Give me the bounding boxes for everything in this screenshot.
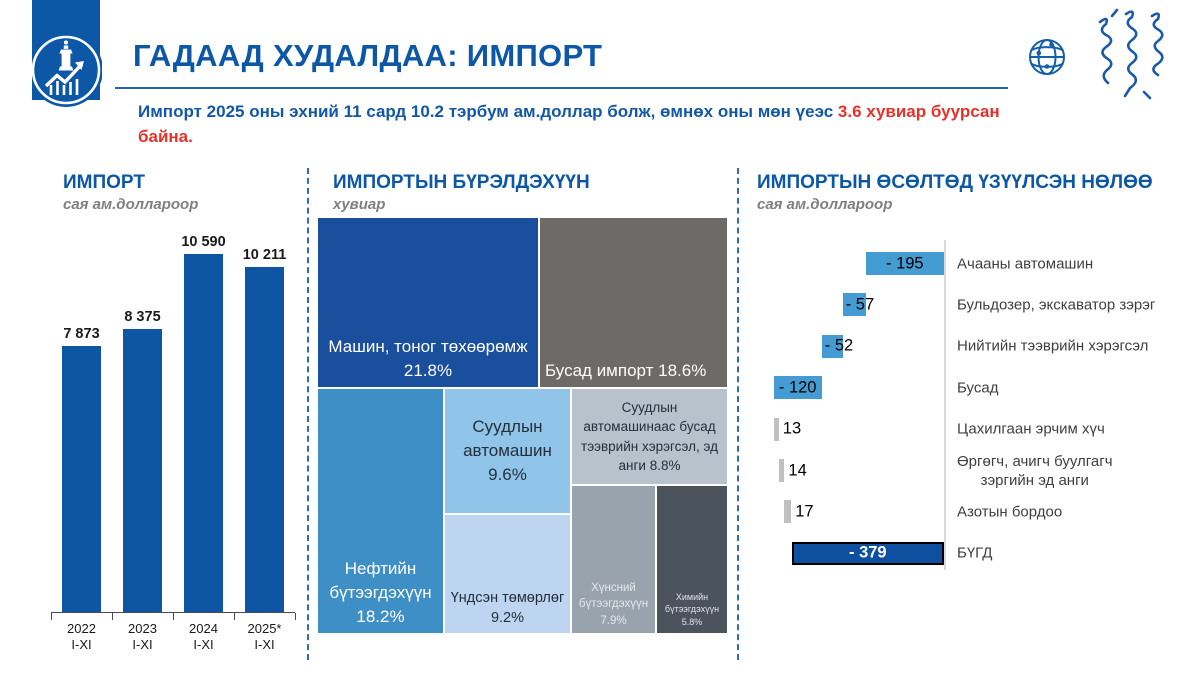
waterfall-value: - 120 <box>778 378 817 397</box>
bar <box>62 346 101 612</box>
waterfall-unit: сая ам.доллароор <box>757 196 893 213</box>
x-axis-label: 2024 I-XI <box>189 621 218 652</box>
treemap-cell-pct: 18.2% <box>356 606 405 626</box>
waterfall-value: - 52 <box>824 336 854 355</box>
treemap-cell-3: Нефтийн бүтээгдэхүүн 18.2% <box>318 389 443 633</box>
treemap-cell-1: Машин, тоног төхөөрөмж 21.8% <box>318 218 538 387</box>
treemap-cell-label: Нефтийн бүтээгдэхүүн <box>329 558 432 602</box>
waterfall-bar-2 <box>842 293 866 317</box>
bars-area: 7 873 8 375 10 590 10 211 <box>51 230 295 612</box>
bar-x-labels: 2022 I-XI 2023 I-XI 2024 I-XI 2025* I-XI <box>51 621 295 653</box>
bar-column-2022: 7 873 <box>51 326 112 612</box>
treemap-unit: хувиар <box>333 196 386 213</box>
bar-chart-unit: сая ам.доллароор <box>63 196 199 213</box>
axis-tick <box>173 613 174 620</box>
treemap-cell-label: Бусад импорт 18.6% <box>545 360 707 380</box>
treemap-title: ИМПОРТЫН БҮРЭЛДЭХҮҮН <box>333 172 590 193</box>
bar-value-label: 10 590 <box>181 234 226 250</box>
treemap-cell-pct: 5.8% <box>681 617 703 628</box>
bar <box>245 267 284 612</box>
waterfall-value: 13 <box>782 419 802 438</box>
waterfall-bar-8 <box>791 541 944 565</box>
panel-divider-right <box>737 168 739 660</box>
treemap-cell-4: Суудлын автомашин 9.6% <box>445 389 570 513</box>
waterfall-value: - 57 <box>845 295 875 314</box>
treemap-cell-pct: 21.8% <box>403 360 453 380</box>
page-title: ГАДААД ХУДАЛДАА: ИМПОРТ <box>133 38 603 73</box>
waterfall-bar-6 <box>778 459 785 482</box>
treemap-cell-label: Хүнсний бүтээгдэхүүн <box>578 582 649 611</box>
treemap-cell-6: Суудлын автомашинаас бусад тээврийн хэрэ… <box>572 389 727 484</box>
summary-text-highlight: 3.6 хувиар буурсан байна. <box>138 102 1000 146</box>
bar <box>184 254 223 612</box>
waterfall-label: БҮГД <box>957 544 993 562</box>
treemap-cell-8: Химийн бүтээгдэхүүн 5.8% <box>657 486 727 633</box>
globe-icon <box>1029 39 1065 75</box>
waterfall-bar-5 <box>773 417 779 441</box>
treemap-cell-label: Машин, тоног төхөөрөмж <box>328 336 528 356</box>
waterfall-value: - 379 <box>849 543 887 562</box>
waterfall-label: Цахилгаан эрчим хүч <box>957 420 1105 438</box>
waterfall-bar-3 <box>821 334 843 358</box>
panel-divider-left <box>307 168 309 660</box>
bar-x-axis <box>51 612 296 621</box>
import-composition-treemap: Машин, тоног төхөөрөмж 21.8% Бусад импорт … <box>318 218 727 633</box>
axis-tick <box>234 613 235 620</box>
bar-column-2023: 8 375 <box>112 309 173 612</box>
axis-tick <box>112 613 113 620</box>
waterfall-bar-7 <box>784 500 792 524</box>
treemap-cell-label: Үндсэн төмөрлөг <box>450 589 565 606</box>
mongolian-script-icon <box>1098 8 1164 100</box>
bar-value-label: 7 873 <box>63 326 100 342</box>
bar-value-label: 8 375 <box>124 309 161 325</box>
treemap-cell-label: Суудлын автомашин <box>463 416 552 460</box>
treemap-cell-2: Бусад импорт 18.6% <box>540 218 727 387</box>
waterfall-label: Нийтийн тээврийн хэрэгсэл <box>957 337 1149 355</box>
waterfall-label: Ачааны автомашин <box>957 255 1094 272</box>
waterfall-axis <box>944 240 946 570</box>
waterfall-label: Бульдозер, экскаватор зэрэг <box>957 296 1156 314</box>
x-axis-label: 2025* I-XI <box>247 621 282 652</box>
waterfall-title: ИМПОРТЫН ӨСӨЛТӨД ҮЗҮҮЛСЭН НӨЛӨӨ <box>757 172 1153 193</box>
bank-of-mongolia-logo <box>32 0 102 107</box>
waterfall-label: Бусад <box>957 379 999 397</box>
treemap-cell-pct: 9.6% <box>488 465 527 485</box>
growth-arrow-icon <box>44 61 84 95</box>
summary-text-main: Импорт 2025 оны эхний 11 сард 10.2 тэрбу… <box>138 102 838 121</box>
waterfall-label: Азотын бордоо <box>957 503 1063 521</box>
waterfall-value: 17 <box>795 502 814 521</box>
import-growth-waterfall: - 195 Ачааны автомашин - 57 Бульдозер, экск… <box>757 240 1200 575</box>
treemap-cell-label: Химийн бүтээгдэхүүн <box>664 591 720 615</box>
axis-tick <box>295 613 296 620</box>
bar-chart-title: ИМПОРТ <box>63 172 145 193</box>
bar-column-2025*: 10 211 <box>234 247 295 612</box>
waterfall-bar-4 <box>773 376 822 400</box>
bar-value-label: 10 211 <box>242 247 287 263</box>
waterfall-bar-1 <box>865 252 944 275</box>
treemap-cell-7: Хүнсний бүтээгдэхүүн 7.9% <box>572 486 655 633</box>
import-bar-chart: 7 873 8 375 10 590 10 211 2022 I-XI 2023 I-X… <box>51 230 296 653</box>
treemap-cell-pct: 9.2% <box>490 610 525 627</box>
summary-text: Импорт 2025 оны эхний 11 сард 10.2 тэрбу… <box>138 99 1038 149</box>
bar-column-2024: 10 590 <box>173 234 234 612</box>
treemap-cell-5: Үндсэн төмөрлөг 9.2% <box>445 515 570 633</box>
treemap-cell-label: Суудлын автомашинаас бусад тээврийн хэрэ… <box>581 400 718 473</box>
title-divider <box>115 87 1008 89</box>
axis-tick <box>51 613 52 620</box>
waterfall-label: Өргөгч, ачигч буулгагч зэргийн эд анги <box>957 452 1113 489</box>
waterfall-value: - 195 <box>885 254 924 272</box>
x-axis-label: 2023 I-XI <box>128 621 157 652</box>
waterfall-value: 14 <box>788 461 807 479</box>
x-axis-label: 2022 I-XI <box>67 621 96 652</box>
monument-icon <box>58 40 74 71</box>
bar <box>123 329 162 612</box>
treemap-cell-pct: 7.9% <box>600 614 627 627</box>
